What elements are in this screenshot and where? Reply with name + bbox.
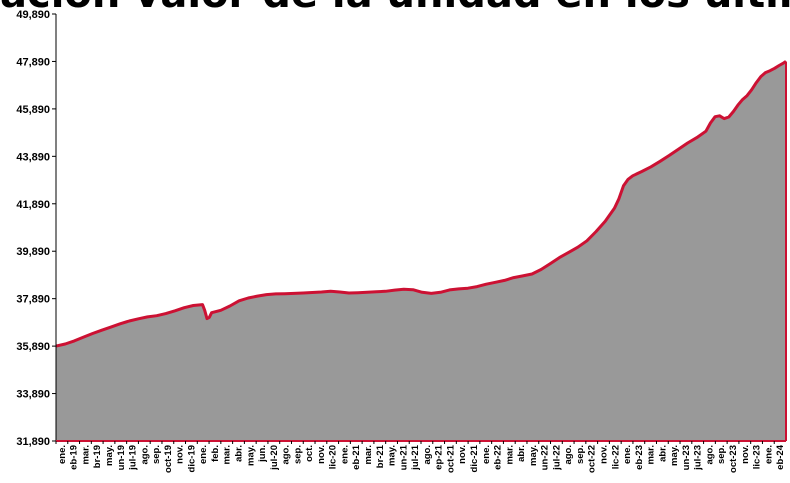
x-tick-label: ago. xyxy=(563,445,574,465)
x-tick-label: eb-24 xyxy=(775,444,786,470)
x-tick-label: ago. xyxy=(422,445,433,465)
x-tick-label: ene. xyxy=(198,445,209,464)
x-tick-label: mar. xyxy=(363,445,374,465)
plot-area xyxy=(55,60,787,442)
x-tick-label: jul-23 xyxy=(693,445,704,471)
x-tick-label: br-21 xyxy=(375,444,386,468)
x-tick-label: may. xyxy=(245,445,256,466)
x-tick-label: un-19 xyxy=(116,445,127,470)
chart-title: ación valor de la unidad en los últimos … xyxy=(0,0,790,14)
x-tick-label: nov. xyxy=(175,445,186,464)
x-tick-label: oct. xyxy=(304,445,315,462)
y-tick-label: 43,890 xyxy=(16,151,50,163)
x-tick-label: sep. xyxy=(292,445,303,464)
x-tick-label: may. xyxy=(528,445,539,466)
x-tick-label: lic-22 xyxy=(610,445,621,469)
x-tick-label: sep. xyxy=(575,445,586,464)
area-fill xyxy=(56,61,786,442)
x-tick-label: oct-22 xyxy=(587,445,598,473)
x-tick-label: eb-19 xyxy=(69,445,80,470)
x-tick-label: eb-22 xyxy=(493,445,504,470)
x-tick-label: ene. xyxy=(340,445,351,464)
x-tick-label: oct-19 xyxy=(163,445,174,473)
x-tick-label: nov. xyxy=(457,445,468,464)
x-tick-label: mar. xyxy=(646,445,657,465)
x-tick-label: lic-23 xyxy=(752,445,763,469)
x-tick-label: lic-20 xyxy=(328,445,339,469)
x-tick-label: ene. xyxy=(763,445,774,464)
x-tick-label: ep-21 xyxy=(434,444,445,470)
x-tick-label: may. xyxy=(669,445,680,466)
x-axis: ene. eb-19 mar. br-19 may. un-19 jul-19 ago. sep… xyxy=(55,440,786,473)
x-tick-label: nov. xyxy=(740,445,751,464)
series-line xyxy=(55,60,787,348)
y-tick-label: 33,890 xyxy=(16,389,50,401)
x-tick-label: un-21 xyxy=(398,444,409,470)
x-tick-label: ago. xyxy=(705,445,716,465)
y-tick-label: 47,890 xyxy=(16,56,50,68)
x-tick-label: may. xyxy=(104,445,115,466)
x-tick-label: ene. xyxy=(622,445,633,464)
x-tick-label: jul-19 xyxy=(128,445,139,471)
x-tick-label: jun. xyxy=(257,445,268,463)
x-tick-label: mar. xyxy=(222,445,233,465)
y-tick-label: 35,890 xyxy=(16,341,50,353)
x-tick-label: jul-20 xyxy=(269,445,280,471)
x-tick-label: un-23 xyxy=(681,445,692,470)
x-tick-label: br-19 xyxy=(92,445,103,468)
y-tick-label: 31,890 xyxy=(16,436,50,448)
x-tick-label: ene. xyxy=(57,445,68,464)
y-tick-label: 45,890 xyxy=(16,104,50,116)
x-tick-label: feb. xyxy=(210,445,221,462)
x-tick-label: abr. xyxy=(657,445,668,462)
y-axis: 31,890 33,890 35,890 37,890 39,890 41,890 43,8… xyxy=(16,9,57,448)
x-tick-label: sep. xyxy=(716,445,727,464)
x-tick-label: dic-19 xyxy=(186,445,197,472)
x-tick-label: un-22 xyxy=(540,445,551,470)
x-tick-label: ago. xyxy=(139,445,150,465)
y-tick-label: 49,890 xyxy=(16,9,50,21)
x-tick-label: eb-23 xyxy=(634,445,645,470)
x-tick-label: dic-21 xyxy=(469,444,480,472)
x-tick-label: ene. xyxy=(481,445,492,464)
x-tick-label: mar. xyxy=(80,445,91,465)
x-tick-label: oct-23 xyxy=(728,445,739,473)
y-tick-label: 37,890 xyxy=(16,294,50,306)
x-tick-label: jul-21 xyxy=(410,444,421,471)
x-tick-label: nov. xyxy=(599,445,610,464)
x-tick-label: oct-21 xyxy=(445,444,456,473)
x-tick-label: eb-21 xyxy=(351,444,362,470)
x-tick-label: nov. xyxy=(316,445,327,464)
x-tick-label: jul-22 xyxy=(551,445,562,471)
x-tick-label: sep. xyxy=(151,445,162,464)
x-tick-label: ago. xyxy=(281,445,292,465)
x-tick-label: mar. xyxy=(504,445,515,465)
x-tick-label: abr. xyxy=(234,445,245,462)
x-tick-label: may. xyxy=(387,445,398,466)
x-tick-label: abr. xyxy=(516,445,527,462)
y-tick-label: 39,890 xyxy=(16,246,50,258)
y-tick-label: 41,890 xyxy=(16,199,50,211)
